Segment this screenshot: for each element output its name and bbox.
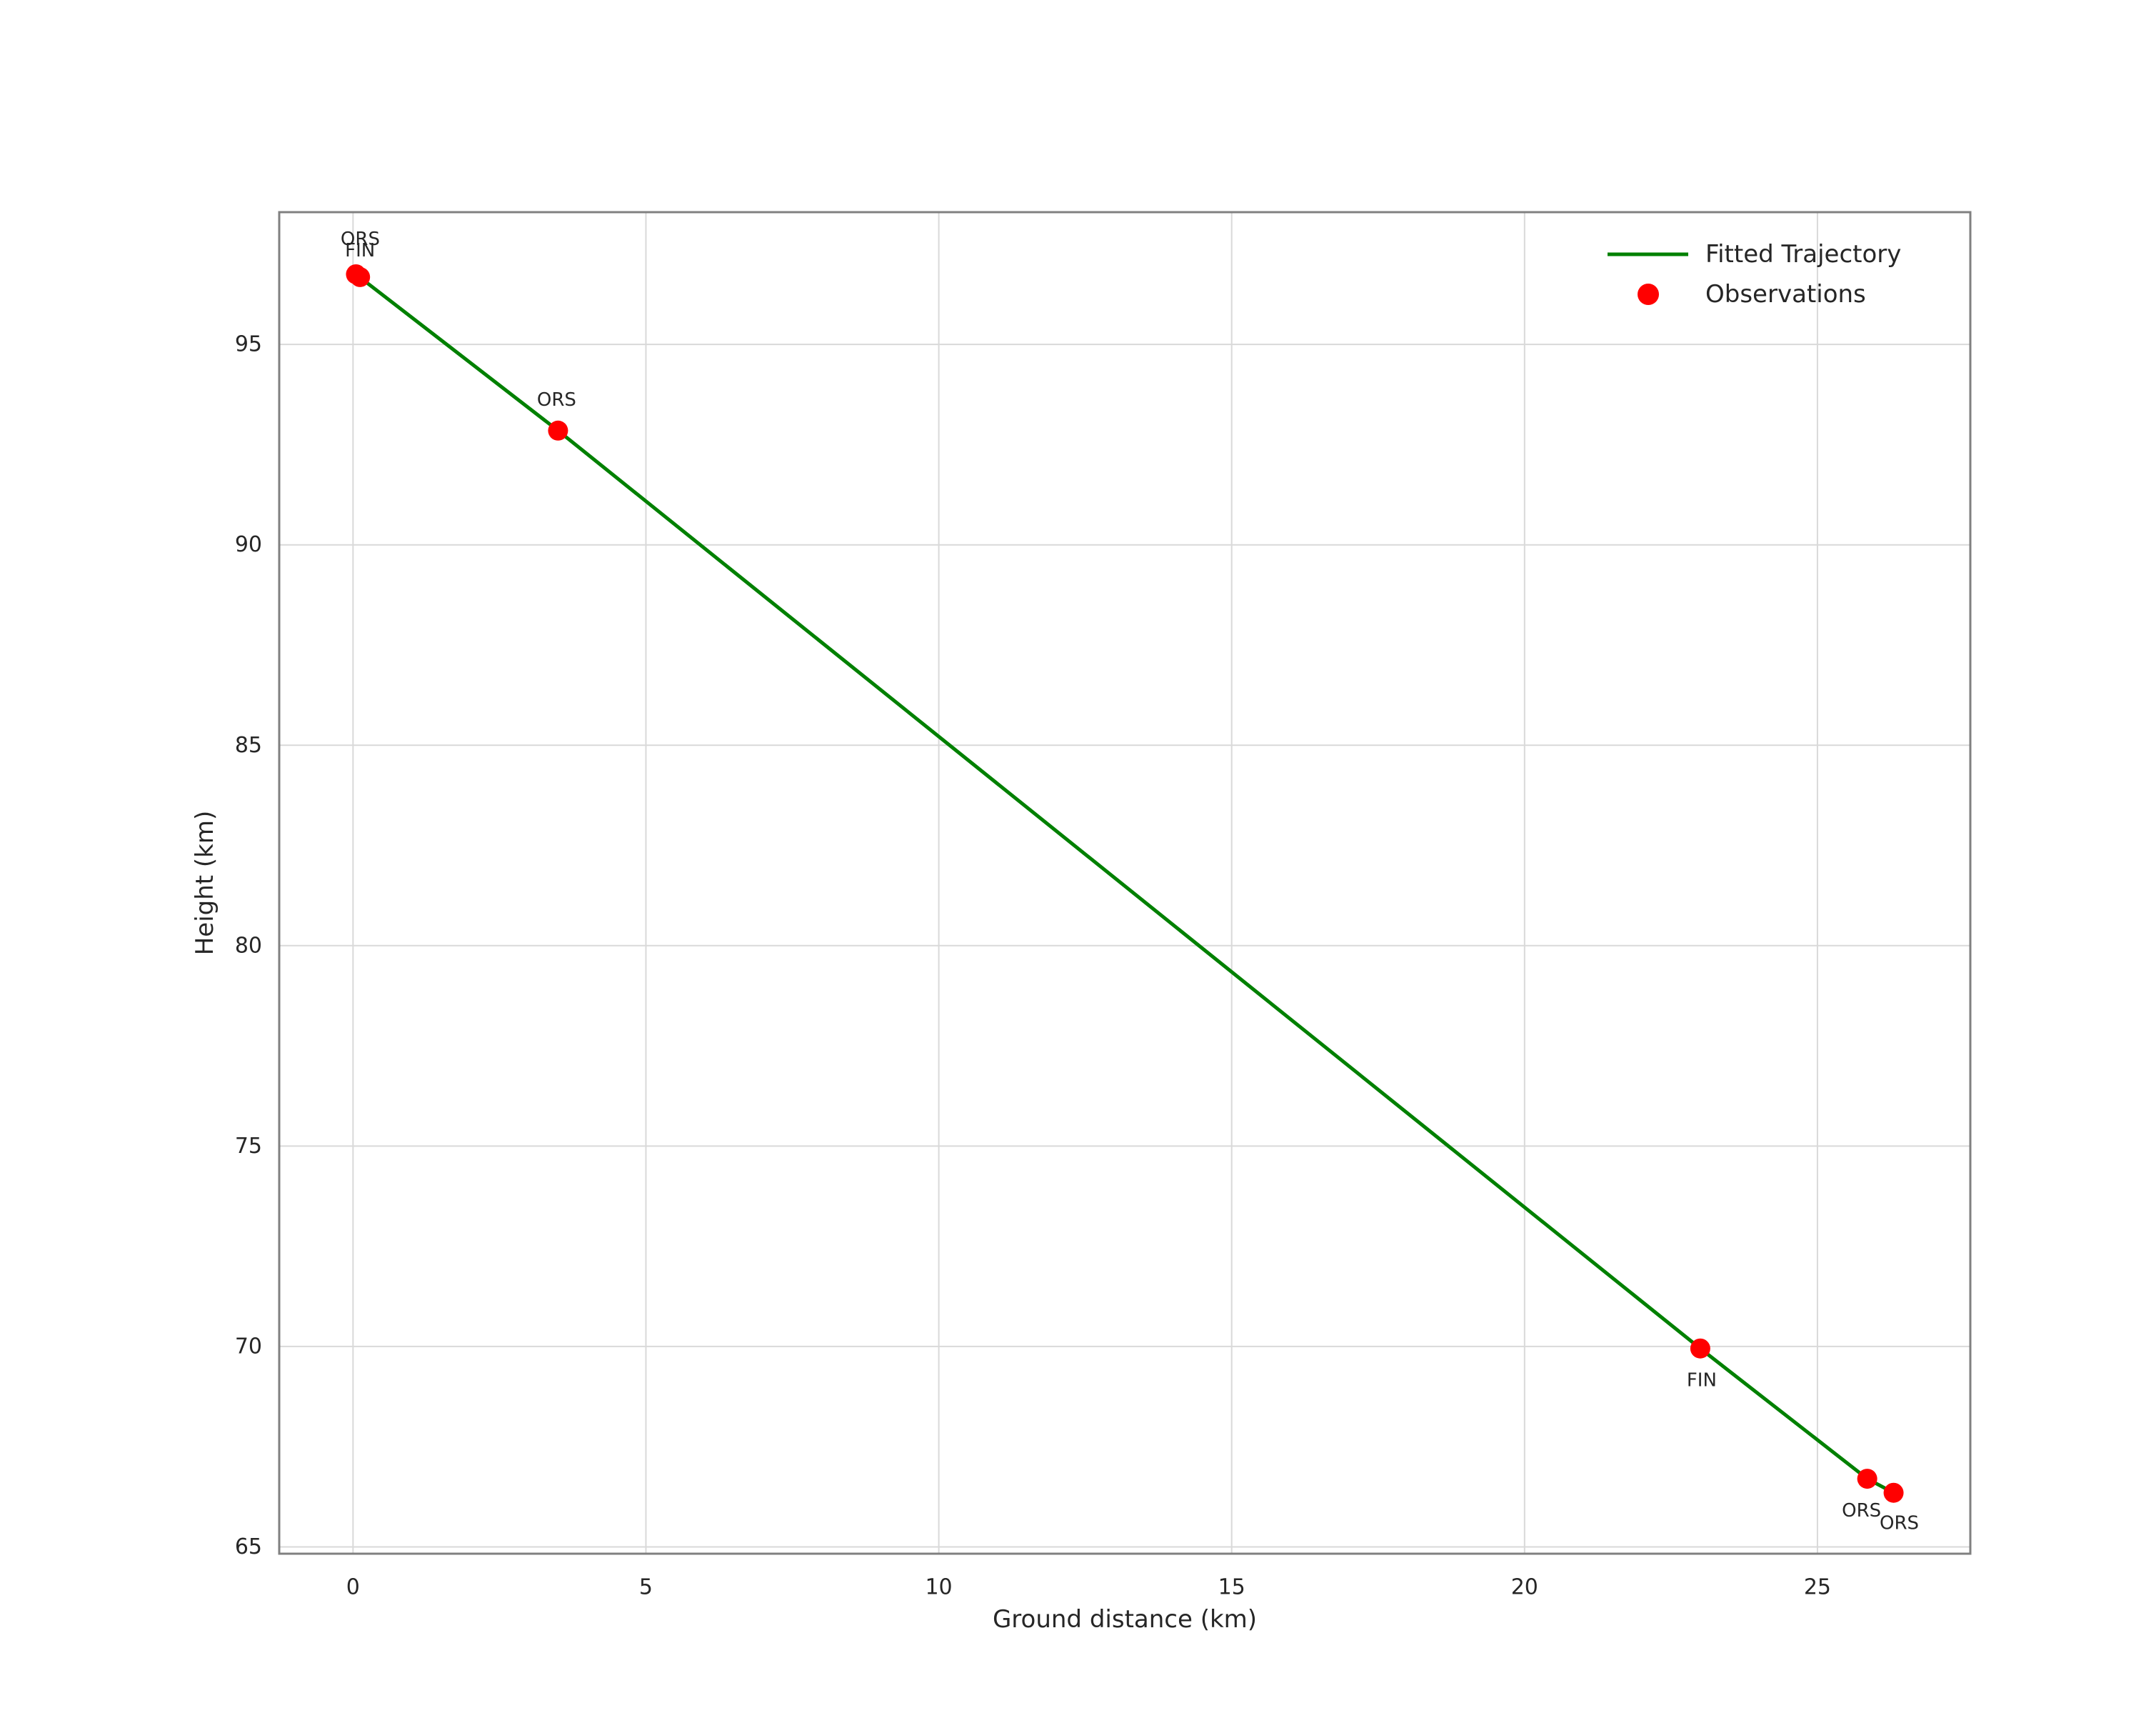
observation-point (350, 266, 371, 287)
y-tick-label: 80 (235, 933, 262, 958)
y-tick-label: 75 (235, 1134, 262, 1159)
axes-frame (278, 211, 1972, 1555)
point-label: ORS (341, 229, 380, 250)
x-tick-label: 15 (1218, 1575, 1245, 1600)
y-tick-label: 65 (235, 1534, 262, 1559)
x-tick-label: 10 (925, 1575, 952, 1600)
point-label: ORS (537, 389, 576, 411)
observation-point (548, 420, 568, 441)
y-tick-labels: 65 70 75 80 85 90 95 (235, 332, 262, 1559)
legend-point-sample (1638, 284, 1659, 305)
observation-point (1883, 1482, 1904, 1503)
y-axis-label: Height (km) (191, 811, 219, 956)
x-tick-labels: 0 5 10 15 20 25 (346, 1575, 1831, 1600)
point-label: ORS (1842, 1500, 1881, 1522)
legend: Fitted Trajectory Observations (1608, 240, 1901, 309)
y-tick-label: 90 (235, 532, 262, 557)
point-label: FIN (345, 240, 375, 261)
x-tick-label: 0 (346, 1575, 360, 1600)
y-tick-label: 70 (235, 1334, 262, 1359)
x-axis-label: Ground distance (km) (993, 1605, 1257, 1634)
x-tick-label: 25 (1804, 1575, 1831, 1600)
observation-point (1857, 1469, 1877, 1489)
legend-label: Observations (1705, 280, 1866, 309)
point-label: FIN (1687, 1370, 1717, 1392)
observation-point (1690, 1338, 1710, 1359)
x-tick-label: 5 (639, 1575, 653, 1600)
y-tick-label: 85 (235, 733, 262, 758)
gridlines (279, 212, 1970, 1554)
point-label: ORS (1880, 1513, 1919, 1534)
x-tick-label: 20 (1511, 1575, 1538, 1600)
legend-label: Fitted Trajectory (1705, 240, 1901, 269)
y-tick-label: 95 (235, 332, 262, 357)
